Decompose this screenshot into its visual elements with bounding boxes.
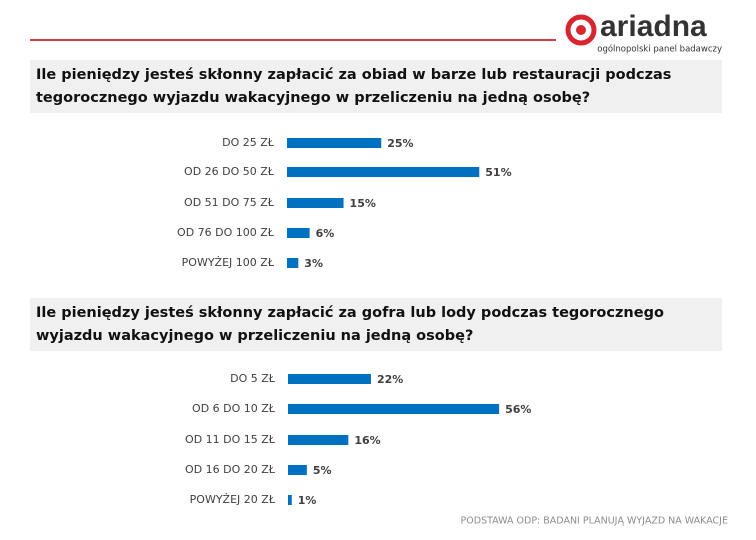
bar [288, 374, 371, 384]
category-label: POWYŻEJ 100 ZŁ [182, 256, 275, 269]
category-label: DO 5 ZŁ [230, 372, 276, 385]
logo-tagline: ogólnopolski panel badawczy [597, 44, 722, 55]
category-label: OD 6 DO 10 ZŁ [192, 402, 276, 415]
bar [288, 465, 307, 475]
bar [287, 198, 344, 208]
logo-icon [565, 14, 597, 46]
question-title: Ile pieniędzy jesteś skłonny zapłacić za… [30, 60, 722, 113]
logo-name: ariadna [600, 10, 707, 43]
bar [287, 258, 299, 268]
category-label: OD 11 DO 15 ZŁ [185, 433, 276, 446]
value-label: 15% [350, 197, 376, 210]
question-title: Ile pieniędzy jesteś skłonny zapłacić za… [30, 298, 722, 351]
value-label: 51% [485, 166, 511, 179]
category-label: OD 26 DO 50 ZŁ [184, 165, 275, 178]
category-label: OD 51 DO 75 ZŁ [184, 196, 275, 209]
bar [288, 435, 349, 445]
value-label: 16% [354, 434, 380, 447]
category-label: POWYŻEJ 20 ZŁ [190, 493, 276, 506]
value-label: 22% [377, 373, 403, 386]
bar [287, 138, 382, 148]
footnote: PODSTAWA ODP: BADANI PLANUJĄ WYJAZD NA W… [461, 516, 728, 527]
bar [287, 228, 310, 238]
value-label: 3% [304, 257, 323, 270]
bar [287, 167, 480, 177]
value-label: 1% [298, 494, 317, 507]
category-label: OD 76 DO 100 ZŁ [177, 226, 275, 239]
bar [288, 404, 500, 414]
logo-icon-dot [576, 25, 586, 35]
category-label: DO 25 ZŁ [222, 136, 275, 149]
value-label: 25% [387, 137, 413, 150]
logo: ariadna ogólnopolski panel badawczy [565, 10, 722, 55]
category-label: OD 16 DO 20 ZŁ [185, 463, 276, 476]
value-label: 6% [316, 227, 335, 240]
question-box: Ile pieniędzy jesteś skłonny zapłacić za… [30, 60, 722, 113]
bar [288, 495, 292, 505]
question-box: Ile pieniędzy jesteś skłonny zapłacić za… [30, 298, 722, 351]
value-label: 5% [313, 464, 332, 477]
value-label: 56% [505, 403, 531, 416]
